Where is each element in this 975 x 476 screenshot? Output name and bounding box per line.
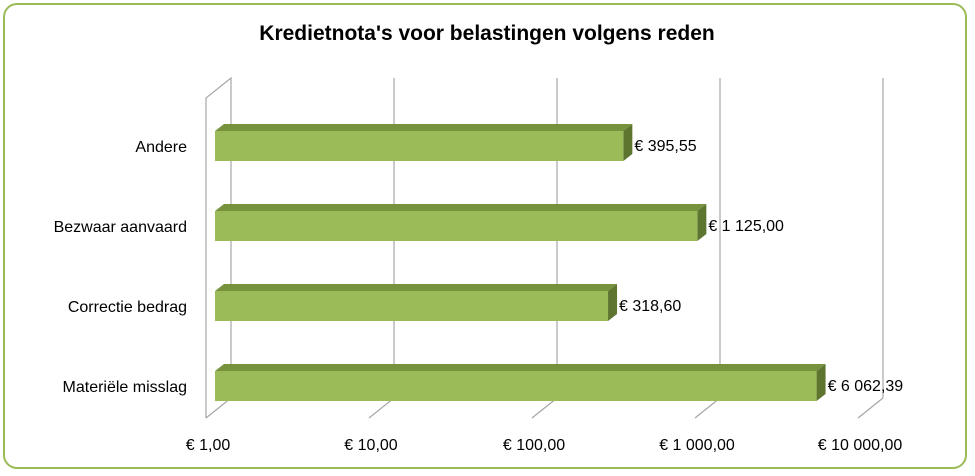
category-label: Correctie bedrag (68, 299, 187, 316)
bars (215, 124, 826, 401)
x-tick-label: € 10,00 (344, 437, 397, 454)
bar (215, 284, 618, 321)
data-label: € 318,60 (619, 298, 681, 315)
bar-side-face (816, 364, 826, 401)
data-label: € 6 062,39 (828, 378, 904, 395)
data-labels: € 395,55 € 1 125,00 € 318,60 € 6 062,39 (619, 138, 903, 395)
chart-title: Kredietnota's voor belastingen volgens r… (259, 22, 714, 45)
bar-top-face (215, 284, 618, 291)
bar-side-face (697, 204, 707, 241)
bar (215, 204, 707, 241)
bar (215, 364, 826, 401)
floor-gridline (368, 397, 395, 419)
category-label: Bezwaar aanvaard (54, 219, 187, 236)
bar-top-face (215, 204, 707, 211)
x-tick-label: € 1,00 (186, 437, 231, 454)
bar-top-face (215, 364, 826, 371)
category-label: Andere (135, 139, 187, 156)
data-label: € 395,55 (634, 138, 696, 155)
bar-front-face (215, 211, 698, 241)
category-labels: Andere Bezwaar aanvaard Correctie bedrag Ma… (54, 139, 188, 396)
bar-side-face (623, 124, 633, 161)
x-tick-label: € 10 000,00 (818, 437, 903, 454)
floor-gridline (531, 397, 558, 419)
x-tick-label: € 1 000,00 (659, 437, 735, 454)
floor-gridline (857, 397, 884, 419)
x-tick-labels: € 1,00 € 10,00 € 100,00 € 1 000,00 € 10 000,… (186, 437, 903, 454)
bar (215, 124, 633, 161)
category-label: Materiële misslag (63, 379, 187, 396)
bar-side-face (608, 284, 618, 321)
floor-gridline (205, 397, 232, 419)
x-tick-label: € 100,00 (503, 437, 565, 454)
bar-front-face (215, 371, 817, 401)
bar-front-face (215, 291, 609, 321)
data-label: € 1 125,00 (708, 218, 784, 235)
bar-front-face (215, 131, 624, 161)
floor-gridline (694, 397, 721, 419)
bar-top-face (215, 124, 633, 131)
